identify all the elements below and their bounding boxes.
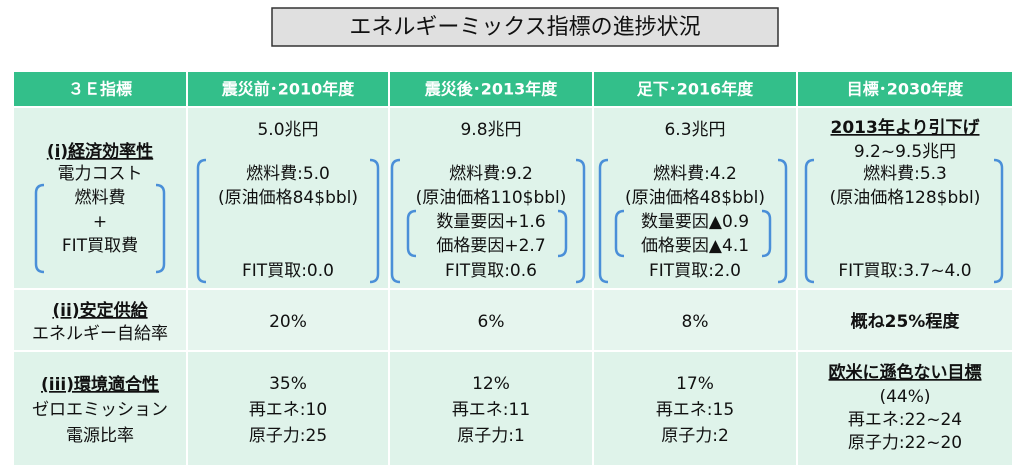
cell-text: 原子力:25 — [249, 426, 327, 446]
bracket — [369, 158, 380, 284]
row-label: 電力コスト — [58, 164, 143, 184]
bracket — [804, 158, 815, 284]
cell-text: (原油価格48$bbl) — [625, 188, 765, 208]
cell-text: FIT買取:3.7~4.0 — [838, 261, 971, 281]
cell-bg — [14, 108, 186, 288]
bracket — [777, 158, 788, 284]
cell-text: 9.2~9.5兆円 — [854, 142, 956, 162]
bracket — [575, 158, 586, 284]
title: エネルギーミックス指標の進捗状況 — [349, 15, 700, 40]
cell-text: 6% — [478, 312, 505, 332]
cell-bg — [798, 290, 1012, 350]
cell-text: 再エネ:22~24 — [848, 410, 962, 430]
header-cell — [14, 72, 186, 106]
cell-bg — [188, 352, 388, 465]
cell-text: 原子力:2 — [661, 426, 729, 446]
cell-text: 6.3兆円 — [664, 120, 725, 140]
header-cell — [594, 72, 796, 106]
cell-text: 35% — [269, 374, 307, 394]
cell-text: FIT買取:2.0 — [649, 261, 741, 281]
row-label: 電源比率 — [66, 426, 134, 446]
row-label: ゼロエミッション — [32, 400, 168, 420]
cell-text: 数量要因+1.6 — [436, 212, 545, 232]
row-label: (iii)環境適合性 — [41, 374, 159, 395]
cell-text: 20% — [269, 312, 307, 332]
cell-text: 燃料費:5.0 — [246, 164, 330, 184]
cell-text: FIT買取:0.0 — [242, 261, 334, 281]
row-label: (i)経済効率性 — [47, 141, 153, 162]
cell-text: 燃料費:5.3 — [863, 164, 947, 184]
cell-text: 価格要因+2.7 — [436, 236, 545, 256]
header-text: 目標･2030年度 — [847, 80, 965, 99]
header-text: 足下･2016年度 — [637, 80, 755, 99]
cell-text: 原子力:22~20 — [848, 433, 962, 453]
cell-bg — [14, 290, 186, 350]
cell-bg — [188, 108, 388, 288]
header-cell — [188, 72, 388, 106]
cell-text: 17% — [676, 374, 714, 394]
bracket — [34, 183, 45, 274]
cell-text: 12% — [472, 374, 510, 394]
cell-text: 数量要因▲0.9 — [641, 212, 749, 232]
cell-bg — [798, 352, 1012, 465]
bracket — [993, 158, 1004, 284]
cell-text: 燃料費:4.2 — [653, 164, 737, 184]
row-label: (ii)安定供給 — [52, 300, 148, 321]
cell-text: (原油価格84$bbl) — [218, 188, 358, 208]
header-text: ３Ｅ指標 — [68, 80, 132, 99]
cell-text: (原油価格128$bbl) — [830, 188, 981, 208]
cell-bg — [390, 290, 592, 350]
cell-text: 再エネ:11 — [452, 400, 530, 420]
bracket — [406, 209, 417, 258]
row-label: エネルギー自給率 — [32, 324, 168, 344]
cell-text: 欧米に遜色ない目標 — [829, 362, 982, 383]
bracket — [390, 158, 401, 284]
cell-text: 9.8兆円 — [460, 120, 521, 140]
bracket — [761, 209, 772, 258]
cell-text: 燃料費:9.2 — [449, 164, 533, 184]
row-label: FIT買取費 — [62, 236, 138, 256]
cell-text: 5.0兆円 — [257, 120, 318, 140]
cell-text: (原油価格110$bbl) — [416, 188, 567, 208]
cell-text: 概ね25%程度 — [851, 311, 961, 332]
bracket — [155, 183, 166, 274]
cell-bg — [390, 108, 592, 288]
header-cell — [390, 72, 592, 106]
cell-text: 原子力:1 — [457, 426, 525, 446]
header-text: 震災後･2013年度 — [424, 80, 559, 99]
title-box — [271, 7, 779, 47]
cell-bg — [594, 108, 796, 288]
cell-bg — [188, 290, 388, 350]
bracket — [598, 158, 609, 284]
cell-text: 2013年より引下げ — [831, 117, 981, 138]
cell-text: 8% — [682, 312, 709, 332]
bracket — [614, 209, 625, 258]
cell-bg — [798, 108, 1012, 288]
cell-text: 価格要因▲4.1 — [641, 236, 749, 256]
header-text: 震災前･2010年度 — [221, 80, 356, 99]
cell-bg — [390, 352, 592, 465]
cell-bg — [14, 352, 186, 465]
row-label: + — [93, 212, 107, 232]
header-cell — [798, 72, 1012, 106]
bracket — [196, 158, 207, 284]
cell-text: 再エネ:10 — [249, 400, 327, 420]
row-label: 燃料費 — [75, 188, 126, 208]
cell-text: FIT買取:0.6 — [445, 261, 537, 281]
cell-text: (44%) — [879, 387, 930, 407]
bracket — [557, 209, 568, 258]
cell-text: 再エネ:15 — [656, 400, 734, 420]
cell-bg — [594, 290, 796, 350]
cell-bg — [594, 352, 796, 465]
